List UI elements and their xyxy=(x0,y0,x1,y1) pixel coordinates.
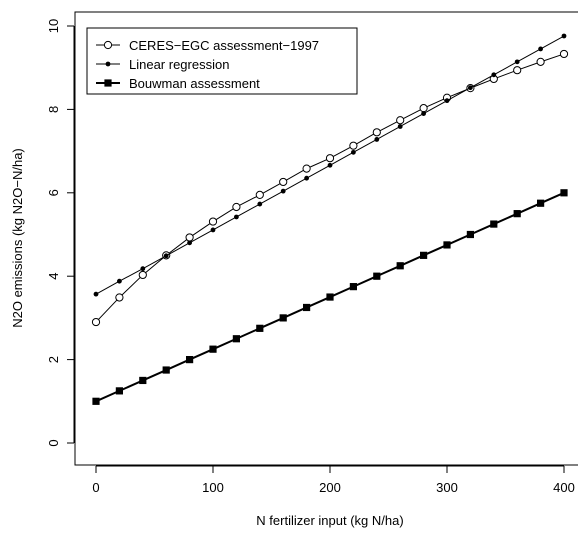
data-point xyxy=(257,201,263,207)
data-point xyxy=(327,162,333,168)
data-point xyxy=(397,124,403,129)
y-tick-label: 4 xyxy=(46,273,61,280)
data-point xyxy=(163,253,169,259)
series-2 xyxy=(93,33,567,297)
data-point xyxy=(279,314,287,322)
y-tick-label: 2 xyxy=(46,356,61,363)
legend: CERES−EGC assessment−1997 Linear regressi… xyxy=(86,27,358,95)
data-point xyxy=(138,270,147,280)
y-axis: 0 2 4 6 8 10 xyxy=(46,19,75,447)
x-tick-label: 400 xyxy=(553,480,575,495)
data-point xyxy=(303,303,311,312)
data-point xyxy=(139,376,147,385)
data-point xyxy=(93,291,99,297)
y-tick-label: 10 xyxy=(46,19,61,33)
data-point xyxy=(256,324,264,332)
data-point xyxy=(443,241,451,249)
data-point xyxy=(140,266,146,272)
legend-label: Bouwman assessment xyxy=(129,76,260,91)
data-point xyxy=(373,272,381,280)
data-point xyxy=(561,33,567,39)
data-point xyxy=(372,128,381,137)
data-point xyxy=(232,335,240,343)
data-point xyxy=(302,164,311,173)
data-point xyxy=(419,104,428,113)
legend-label: CERES−EGC assessment−1997 xyxy=(129,38,319,53)
data-point xyxy=(466,230,474,239)
data-point xyxy=(396,116,405,125)
data-point xyxy=(490,220,498,228)
data-point xyxy=(421,111,426,116)
data-point xyxy=(396,262,404,270)
data-point xyxy=(115,293,124,302)
data-point xyxy=(326,293,334,301)
legend-item: Linear regression xyxy=(96,57,229,72)
data-point xyxy=(186,356,194,364)
data-point xyxy=(537,199,545,207)
data-point xyxy=(491,72,497,78)
data-point xyxy=(468,85,473,91)
legend-marker xyxy=(104,79,112,87)
data-point xyxy=(304,175,309,181)
data-point xyxy=(162,366,170,374)
y-axis-label: N2O emissions (kg N2O−N/ha) xyxy=(10,148,25,328)
series-1 xyxy=(91,49,569,327)
data-point xyxy=(91,317,101,327)
data-point xyxy=(117,278,122,284)
data-point xyxy=(210,227,216,233)
data-point xyxy=(538,46,543,52)
data-point xyxy=(514,59,520,65)
legend-box xyxy=(86,27,358,95)
y-tick-label: 0 xyxy=(46,439,61,446)
data-point xyxy=(559,49,569,59)
x-tick-label: 300 xyxy=(436,480,458,495)
data-point xyxy=(232,202,241,212)
data-point xyxy=(115,387,123,395)
y-tick-label: 8 xyxy=(46,106,61,113)
series-layer xyxy=(91,33,569,405)
data-point xyxy=(420,251,428,259)
data-point xyxy=(444,98,450,104)
data-point xyxy=(187,240,193,246)
data-point xyxy=(279,177,288,187)
data-point xyxy=(208,217,218,226)
data-point xyxy=(234,214,239,220)
data-point xyxy=(349,141,358,150)
data-point xyxy=(349,283,357,291)
x-axis-label: N fertilizer input (kg N/ha) xyxy=(256,513,403,528)
data-point xyxy=(374,137,380,142)
x-tick-label: 100 xyxy=(202,480,224,495)
data-point xyxy=(351,149,356,155)
x-tick-label: 0 xyxy=(92,480,99,495)
legend-item: Bouwman assessment xyxy=(96,76,260,91)
data-point xyxy=(513,210,521,218)
data-point xyxy=(560,189,568,197)
legend-marker xyxy=(103,40,113,50)
data-point xyxy=(536,57,545,66)
legend-item: CERES−EGC assessment−1997 xyxy=(96,38,319,53)
y-tick-label: 6 xyxy=(46,189,61,196)
data-point xyxy=(255,190,264,199)
data-point xyxy=(325,154,335,163)
legend-marker xyxy=(105,61,111,67)
data-point xyxy=(280,188,286,194)
data-point xyxy=(185,233,194,242)
data-point xyxy=(209,345,217,353)
x-tick-label: 200 xyxy=(319,480,341,495)
plot-frame xyxy=(74,11,578,466)
x-axis: 0 100 200 300 400 xyxy=(92,465,575,495)
data-point xyxy=(513,66,522,75)
series-3 xyxy=(92,189,568,405)
legend-label: Linear regression xyxy=(129,57,229,72)
data-point xyxy=(92,397,100,405)
